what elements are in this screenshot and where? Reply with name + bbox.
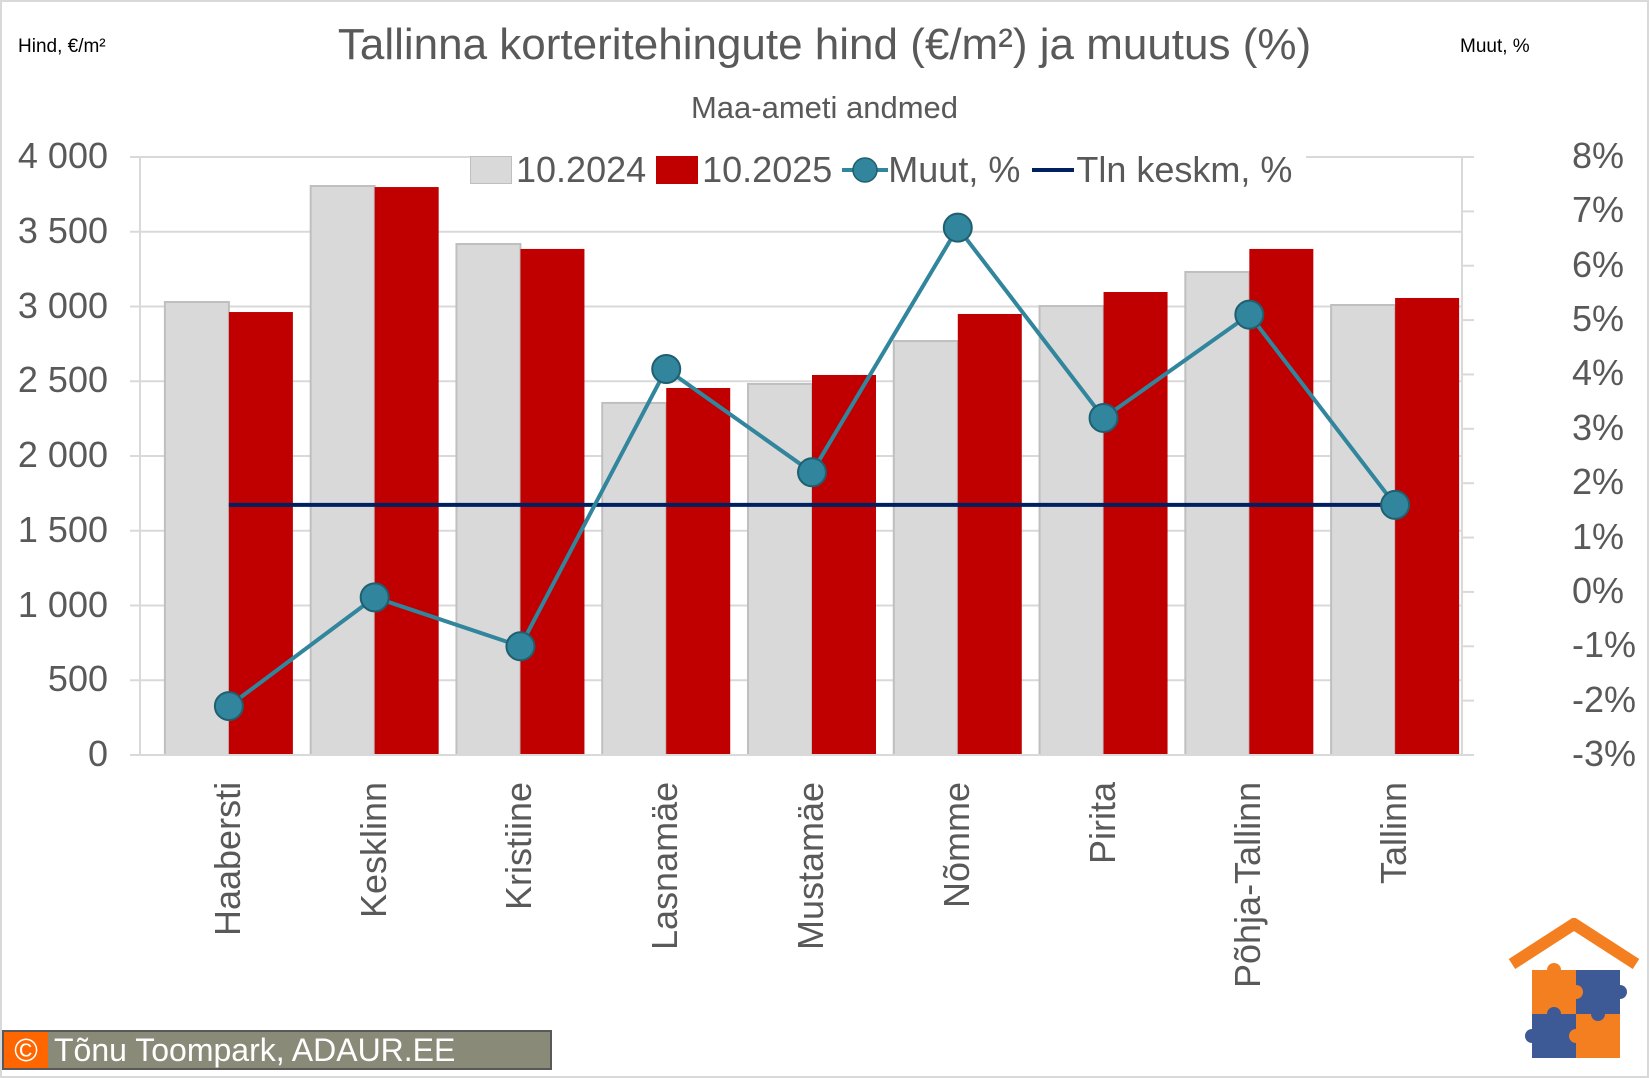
bar-10-2024[interactable] <box>1184 270 1251 756</box>
copyright-badge: © Tõnu Toompark, ADAUR.EE <box>2 1030 552 1070</box>
right-axis-tick: -3% <box>1572 733 1637 774</box>
right-axis-tick: 4% <box>1572 352 1625 394</box>
right-axis-tick: 8% <box>1572 135 1625 176</box>
chart-subtitle: Maa-ameti andmed <box>690 90 959 125</box>
muut-marker[interactable] <box>942 212 973 243</box>
bar-10-2024[interactable] <box>601 401 668 756</box>
x-axis-label: Kesklinn <box>352 781 394 918</box>
right-axis-tick: -2% <box>1572 678 1637 720</box>
left-axis-tick: 0 <box>87 733 108 774</box>
bar-10-2025[interactable] <box>374 187 439 755</box>
x-axis-label: Kristiine <box>498 781 540 910</box>
copyright-text: Tõnu Toompark, ADAUR.EE <box>54 1031 456 1068</box>
muut-marker[interactable] <box>1088 402 1119 433</box>
house-puzzle-logo-icon <box>1508 918 1640 1058</box>
left-axis-unit: Hind, €/m² <box>18 36 106 57</box>
right-axis-tick: 1% <box>1572 515 1625 557</box>
x-axis-label: Nõmme <box>935 781 977 908</box>
left-axis-tick: 4 000 <box>17 135 108 176</box>
right-axis-tick: 7% <box>1572 189 1625 231</box>
x-axis-label: Tallinn <box>1373 781 1415 884</box>
muut-marker[interactable] <box>797 457 827 488</box>
muut-marker[interactable] <box>359 582 390 613</box>
bar-10-2025[interactable] <box>666 387 731 755</box>
right-axis-tick: 2% <box>1572 461 1625 503</box>
right-axis-tick: 0% <box>1572 569 1625 611</box>
right-axis-tick: -1% <box>1572 624 1637 666</box>
copyright-icon: © <box>4 1032 48 1068</box>
legend-swatch-red <box>656 156 699 184</box>
bar-10-2025[interactable] <box>520 248 585 755</box>
left-axis-tick: 2 500 <box>17 359 108 401</box>
legend-label: Muut, % <box>888 149 1021 190</box>
x-axis-label: Haabersti <box>206 781 248 936</box>
bar-10-2025[interactable] <box>812 374 876 755</box>
muut-marker[interactable] <box>1234 299 1265 330</box>
legend-label: Tln keskm, % <box>1076 149 1293 190</box>
bar-10-2024[interactable] <box>163 301 230 756</box>
muut-marker[interactable] <box>1380 489 1411 520</box>
bar-10-2024[interactable] <box>309 185 376 757</box>
muut-marker[interactable] <box>651 354 682 385</box>
line-icon <box>1032 168 1075 172</box>
bar-10-2024[interactable] <box>747 382 813 756</box>
left-axis-tick: 500 <box>47 658 108 700</box>
legend-item-tln-keskm[interactable]: Tln keskm, % <box>1030 149 1292 191</box>
bar-10-2025[interactable] <box>1395 297 1460 755</box>
legend-label: 10.2024 <box>516 149 647 190</box>
bar-10-2025[interactable] <box>1103 291 1168 755</box>
muut-marker[interactable] <box>213 691 244 722</box>
x-axis-label: Mustamäe <box>790 781 831 950</box>
bar-10-2025[interactable] <box>228 312 293 755</box>
bar-10-2024[interactable] <box>892 340 959 756</box>
legend-label: 10.2025 <box>702 149 833 190</box>
x-axis-label: Pirita <box>1081 781 1123 864</box>
x-axis-label: Põhja-Tallinn <box>1227 781 1269 988</box>
line-marker-icon <box>842 157 889 183</box>
legend-swatch-gray <box>470 156 512 184</box>
left-axis-tick: 1 500 <box>17 508 108 550</box>
right-axis-tick: 6% <box>1572 243 1625 285</box>
muut-marker[interactable] <box>505 631 536 662</box>
left-axis-tick: 2 000 <box>17 434 108 475</box>
bar-10-2024[interactable] <box>1330 304 1397 756</box>
legend-item-muut[interactable]: Muut, % <box>842 149 1020 191</box>
chart-title: Tallinna korteritehingute hind (€/m²) ja… <box>337 20 1312 69</box>
bar-10-2025[interactable] <box>957 313 1022 755</box>
legend: 10.2024 10.2025 Muut, % Tln keskm, % <box>470 147 1307 193</box>
right-axis-tick: 5% <box>1572 298 1625 340</box>
x-axis-label: Lasnamäe <box>644 781 686 950</box>
legend-item-2024[interactable]: 10.2024 <box>470 149 646 191</box>
right-axis-unit: Muut, % <box>1460 36 1530 57</box>
bar-10-2024[interactable] <box>455 243 522 756</box>
bar-10-2025[interactable] <box>1249 248 1314 755</box>
right-axis-tick: 3% <box>1572 406 1625 448</box>
left-axis-tick: 3 500 <box>17 209 108 251</box>
left-axis-tick: 1 000 <box>17 583 108 625</box>
left-axis-tick: 3 000 <box>17 284 108 326</box>
legend-item-2025[interactable]: 10.2025 <box>656 149 832 191</box>
